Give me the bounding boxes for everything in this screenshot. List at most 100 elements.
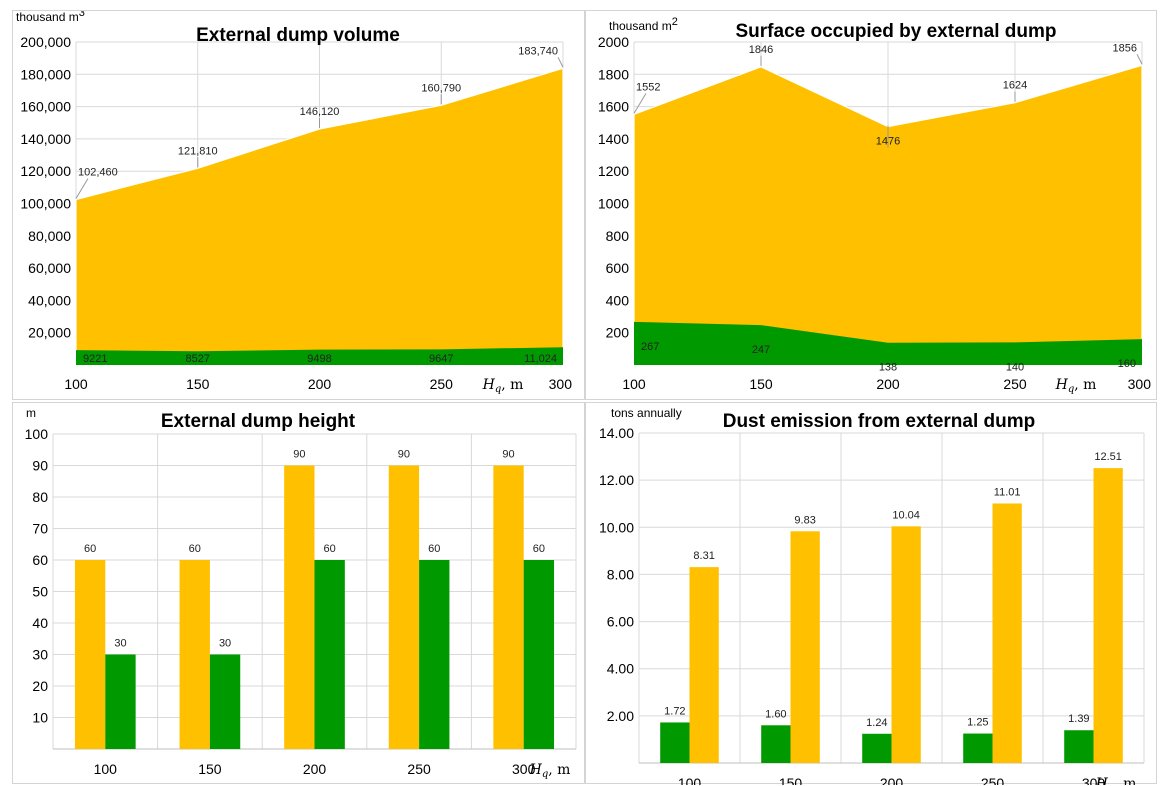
y-tick-label: 20,000 <box>28 325 71 341</box>
data-label: 121,810 <box>178 145 218 157</box>
bar-green <box>660 722 690 763</box>
bar-green <box>761 725 791 763</box>
chart-title: Dust emission from external dump <box>723 411 1036 432</box>
y-tick-label: 100 <box>25 426 49 442</box>
y-tick-label: 12.00 <box>599 472 634 488</box>
x-tick-label: 200 <box>880 775 904 785</box>
data-label: 30 <box>219 638 231 650</box>
data-label: 90 <box>398 449 410 461</box>
data-label: 11.01 <box>994 486 1021 498</box>
data-label: 8527 <box>186 353 210 365</box>
chart-title: External dump height <box>161 411 356 432</box>
data-label: 1.25 <box>967 717 988 729</box>
bar-green <box>209 654 241 749</box>
y-axis-unit: thousand m2 <box>609 16 678 33</box>
y-tick-label: 600 <box>606 260 630 276</box>
y-tick-label: 1200 <box>598 163 629 179</box>
data-label-leader <box>557 57 564 68</box>
area-series-orange <box>75 67 564 366</box>
x-tick-label: 250 <box>407 761 431 777</box>
bar-orange <box>74 560 106 749</box>
x-tick-label: 100 <box>94 761 118 777</box>
data-label: 60 <box>428 543 440 555</box>
y-tick-label: 1000 <box>598 196 629 212</box>
x-tick-label: 100 <box>622 376 646 392</box>
x-axis-label: Hq, m <box>529 762 571 780</box>
x-axis-label: Hq, m <box>1055 377 1097 395</box>
data-label: 11,024 <box>524 353 557 365</box>
chart-title: Surface occupied by external dump <box>736 21 1057 42</box>
x-tick-label: 300 <box>512 761 536 777</box>
chart-svg: 200 400 600 800 1000 1200 1400 1600 1800 2000 1552… <box>598 16 1151 395</box>
y-tick-label: 120,000 <box>20 163 71 179</box>
y-tick-label: 50 <box>32 584 48 600</box>
x-tick-label: 250 <box>981 775 1005 785</box>
bar-orange <box>284 465 315 749</box>
y-tick-label: 20 <box>32 678 48 694</box>
x-tick-label: 200 <box>303 761 327 777</box>
data-label-leader <box>633 93 647 114</box>
data-label: 1846 <box>749 44 773 56</box>
x-tick-label: 200 <box>308 376 332 392</box>
data-label: 183,740 <box>518 45 558 57</box>
y-tick-label: 2.00 <box>607 708 634 724</box>
x-tick-label: 150 <box>749 376 773 392</box>
area-series-orange <box>633 64 1143 366</box>
data-label: 9221 <box>83 353 107 365</box>
bar-green <box>963 733 993 763</box>
y-tick-label: 2000 <box>598 34 629 50</box>
data-label: 267 <box>641 341 659 353</box>
data-label: 247 <box>752 344 770 356</box>
y-tick-label: 1400 <box>598 131 629 147</box>
x-tick-label: 200 <box>876 376 900 392</box>
y-tick-label: 14.00 <box>599 425 634 441</box>
data-label-leader <box>75 178 89 199</box>
y-tick-label: 70 <box>32 521 48 537</box>
y-tick-label: 1800 <box>598 66 629 82</box>
data-label: 10.04 <box>892 509 920 521</box>
chart-external-dump-volume: 20,000 40,000 60,000 80,000 100,000 120,000 14… <box>12 10 585 400</box>
y-axis-unit: tons annually <box>611 406 682 420</box>
data-label: 60 <box>84 543 96 555</box>
y-tick-label: 40 <box>32 615 48 631</box>
y-tick-label: 400 <box>606 292 630 308</box>
x-tick-label: 150 <box>186 376 210 392</box>
data-label: 9647 <box>429 353 453 365</box>
y-tick-label: 1600 <box>598 99 629 115</box>
data-label: 1624 <box>1003 80 1027 92</box>
bar-orange <box>689 567 719 763</box>
data-label: 160,790 <box>421 82 461 94</box>
y-tick-label: 80,000 <box>28 228 71 244</box>
y-tick-label: 200 <box>606 325 630 341</box>
bar-green <box>1064 730 1094 763</box>
y-tick-label: 60,000 <box>28 260 71 276</box>
chart-svg: 10 20 30 40 50 60 70 80 90 100 60 30 100 60 30 150 90 60 2… <box>25 406 577 780</box>
y-tick-label: 80 <box>32 489 48 505</box>
data-label: 30 <box>114 638 126 650</box>
bar-green <box>862 733 892 763</box>
y-tick-label: 100,000 <box>20 196 71 212</box>
data-label: 60 <box>533 543 545 555</box>
x-tick-label: 300 <box>1082 775 1106 785</box>
data-label: 138 <box>879 362 897 374</box>
data-label-leader <box>1136 54 1143 65</box>
x-axis-label: Hq, m <box>1095 776 1137 785</box>
data-label: 1.72 <box>664 705 685 717</box>
y-tick-label: 4.00 <box>607 661 634 677</box>
bar-orange <box>790 531 820 763</box>
x-tick-label: 150 <box>198 761 222 777</box>
data-label: 160 <box>1118 358 1136 370</box>
x-tick-label: 250 <box>430 376 454 392</box>
data-label: 1.24 <box>866 717 887 729</box>
y-axis-unit: m <box>26 406 36 420</box>
y-tick-label: 10.00 <box>599 519 634 535</box>
data-label: 60 <box>324 543 336 555</box>
x-tick-label: 100 <box>64 376 88 392</box>
area-series-green <box>634 321 1142 365</box>
y-tick-label: 200,000 <box>20 34 71 50</box>
data-label: 8.31 <box>693 550 714 562</box>
data-label: 9498 <box>307 353 331 365</box>
data-label: 9.83 <box>794 514 815 526</box>
data-label: 1.60 <box>765 708 786 720</box>
data-label: 90 <box>502 449 514 461</box>
